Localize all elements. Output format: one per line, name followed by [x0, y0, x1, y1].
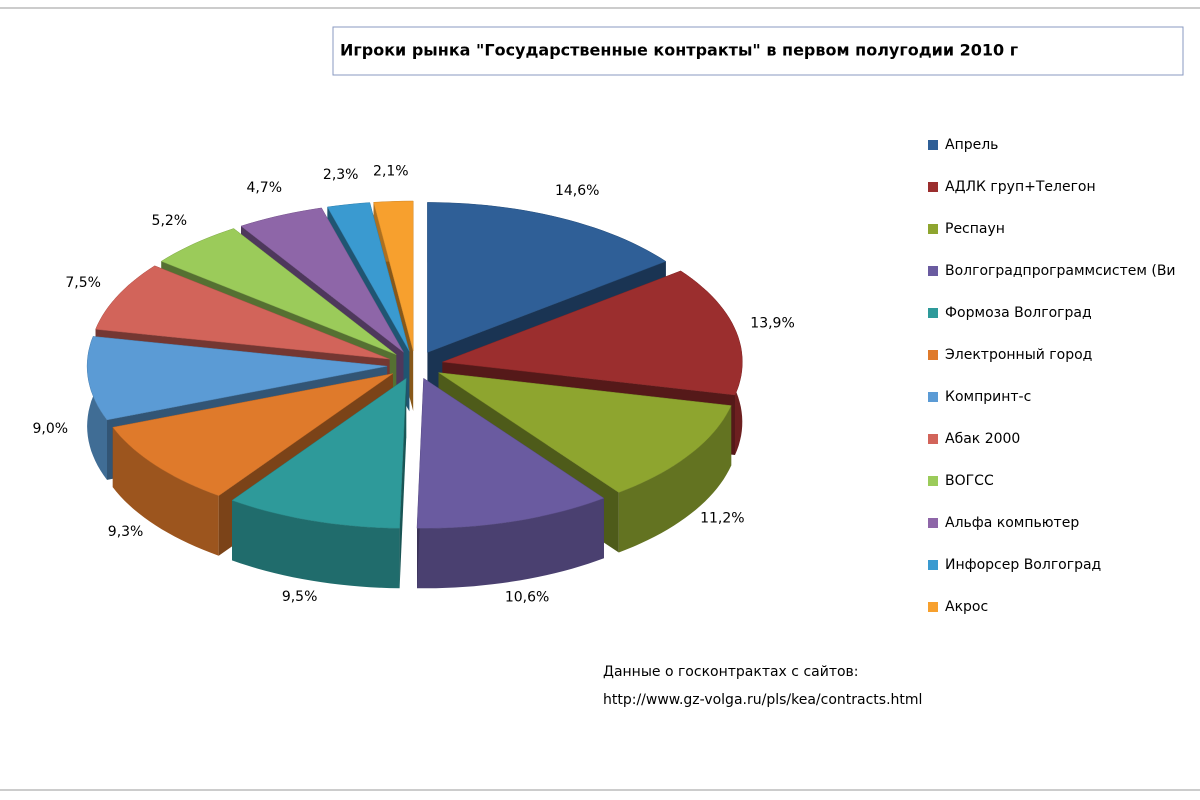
legend-label: Инфорсер Волгоград: [945, 557, 1101, 573]
slice: [86, 336, 388, 421]
data-label: 10,6%: [505, 590, 549, 606]
slice-side: [417, 498, 604, 589]
data-label: 9,3%: [108, 524, 144, 540]
data-label: 9,0%: [32, 421, 68, 437]
legend-label: Апрель: [945, 137, 998, 153]
legend-label: Респаун: [945, 221, 1005, 237]
chart-title: Игроки рынка "Государственные контракты"…: [340, 41, 1018, 60]
slice-side: [112, 427, 219, 556]
slice: [231, 377, 407, 529]
data-label: 11,2%: [700, 510, 744, 526]
slice: [373, 200, 414, 352]
legend-swatch: [928, 476, 938, 486]
legend-swatch: [928, 518, 938, 528]
slice: [95, 265, 390, 360]
slice: [326, 202, 410, 352]
data-label: 2,1%: [373, 163, 409, 179]
legend-label: ВОГСС: [945, 473, 994, 489]
legend-swatch: [928, 140, 938, 150]
legend-swatch: [928, 434, 938, 444]
legend-swatch: [928, 602, 938, 612]
data-label: 14,6%: [555, 183, 599, 199]
legend-swatch: [928, 308, 938, 318]
legend-label: Акрос: [945, 599, 988, 615]
slice: [442, 270, 743, 396]
legend-label: Абак 2000: [945, 431, 1020, 447]
slice: [160, 228, 397, 355]
data-label: 13,9%: [750, 316, 794, 332]
legend-swatch: [928, 392, 938, 402]
legend-swatch: [928, 350, 938, 360]
slice: [427, 202, 667, 353]
slice: [438, 372, 732, 493]
legend-label: Волгоградпрограммсистем (Ви: [945, 263, 1176, 279]
data-label: 9,5%: [282, 589, 318, 605]
legend-swatch: [928, 560, 938, 570]
slice-side: [618, 405, 732, 553]
note: http://www.gz-volga.ru/pls/kea/contracts…: [603, 692, 922, 708]
title-box: [332, 26, 1184, 76]
legend-label: Компринт-с: [945, 389, 1031, 405]
legend-label: Электронный город: [945, 347, 1092, 363]
data-label: 2,3%: [323, 167, 359, 183]
slice: [416, 377, 605, 529]
data-label: 7,5%: [65, 275, 101, 291]
slice: [112, 373, 394, 496]
slice: [240, 207, 404, 353]
slice-side: [232, 500, 400, 589]
legend-swatch: [928, 224, 938, 234]
legend-label: Альфа компьютер: [945, 515, 1079, 531]
legend-swatch: [928, 182, 938, 192]
data-label: 5,2%: [152, 213, 188, 229]
slice-side: [399, 378, 407, 589]
slice-tops: [86, 200, 743, 529]
legend-label: Формоза Волгоград: [945, 305, 1092, 321]
legend-label: АДЛК груп+Телегон: [945, 179, 1096, 195]
data-label: 4,7%: [246, 180, 282, 196]
legend-swatch: [928, 266, 938, 276]
note: Данные о госконтрактах с сайтов:: [603, 664, 859, 680]
